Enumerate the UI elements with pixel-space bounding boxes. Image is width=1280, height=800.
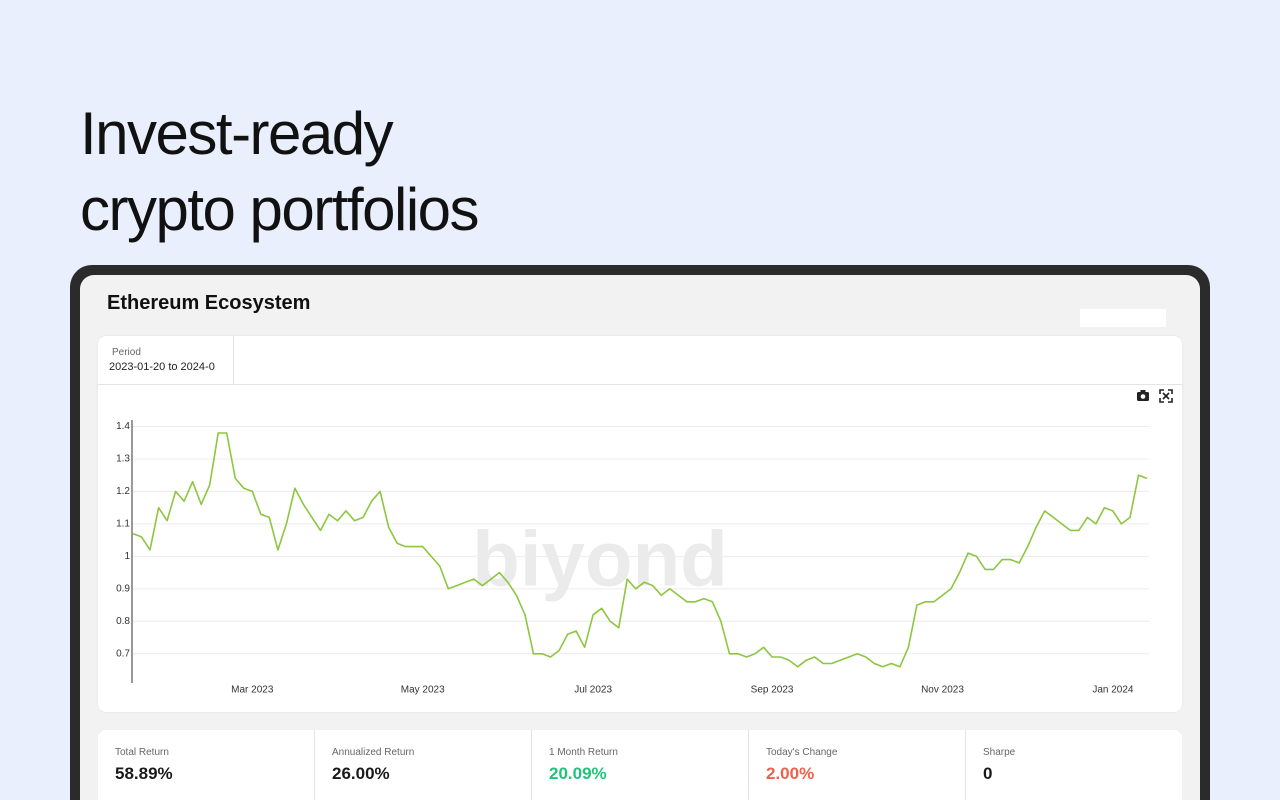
fullscreen-cross[interactable] [1162, 392, 1170, 400]
fullscreen-icon[interactable] [1159, 389, 1173, 403]
stat-cell: Sharpe 0 [966, 730, 1182, 800]
fullscreen-corners[interactable] [1159, 389, 1173, 403]
stats-row: Total Return 58.89% Annualized Return 26.00… [98, 730, 1182, 800]
period-box: Period 2023-01-20 to 2024-0 [98, 336, 234, 384]
chart-card: Period 2023-01-20 to 2024-0 biyond 0.7 0.… [98, 336, 1182, 712]
stat-cell: Total Return 58.89% [98, 730, 315, 800]
y-tick-label: 1.4 [116, 421, 130, 432]
stat-value: 20.09% [549, 764, 607, 783]
y-tick-label: 0.7 [116, 648, 130, 659]
data-line [132, 432, 1148, 668]
plot: 0.7 0.8 0.9 1 1.1 1.2 1.3 1.4 Mar 2023 May 2023 Ju… [116, 420, 1149, 696]
stat-cell: Today's Change 2.00% [749, 730, 966, 800]
y-tick-label: 1.2 [116, 486, 130, 497]
stat-value: 26.00% [332, 764, 390, 783]
y-tick-label: 0.8 [116, 616, 130, 627]
stat-label: Today's Change [766, 747, 838, 758]
x-tick-label: May 2023 [401, 685, 445, 696]
camera-top[interactable] [1140, 390, 1146, 393]
period-value: 2023-01-20 to 2024-0 [109, 361, 215, 373]
camera-lens[interactable] [1140, 394, 1146, 399]
camera-icon[interactable] [1137, 390, 1149, 401]
stat-label: 1 Month Return [549, 747, 618, 758]
portfolio-title: Ethereum Ecosystem [107, 292, 311, 314]
x-tick-label: Mar 2023 [231, 685, 274, 696]
x-tick-label: Jan 2024 [1092, 685, 1134, 696]
stat-label: Annualized Return [332, 747, 415, 758]
y-tick-label: 0.9 [116, 583, 130, 594]
x-tick-label: Nov 2023 [921, 685, 964, 696]
separator [98, 384, 1182, 385]
headline-line: crypto portfolios [80, 176, 480, 243]
stat-value: 0 [983, 764, 993, 783]
stat-value: 58.89% [115, 764, 173, 783]
stat-cell: 1 Month Return 20.09% [532, 730, 749, 800]
watermark: biyond [472, 515, 728, 603]
period-label: Period [112, 347, 141, 358]
headline-line: Invest-ready [80, 100, 394, 167]
blank-box [1080, 309, 1166, 327]
y-tick-label: 1 [124, 551, 130, 562]
headline: Invest-ready crypto portfolios [80, 96, 480, 248]
y-tick-label: 1.3 [116, 454, 130, 465]
stat-cell: Annualized Return 26.00% [315, 730, 532, 800]
stat-label: Total Return [115, 747, 169, 758]
x-tick-label: Sep 2023 [751, 685, 794, 696]
stat-label: Sharpe [983, 747, 1016, 758]
x-tick-label: Jul 2023 [574, 685, 612, 696]
y-tick-label: 1.1 [116, 519, 130, 530]
stat-value: 2.00% [766, 764, 815, 783]
chart: biyond 0.7 0.8 0.9 1 1.1 1.2 1.3 1.4 Mar 2023 May… [116, 389, 1173, 696]
